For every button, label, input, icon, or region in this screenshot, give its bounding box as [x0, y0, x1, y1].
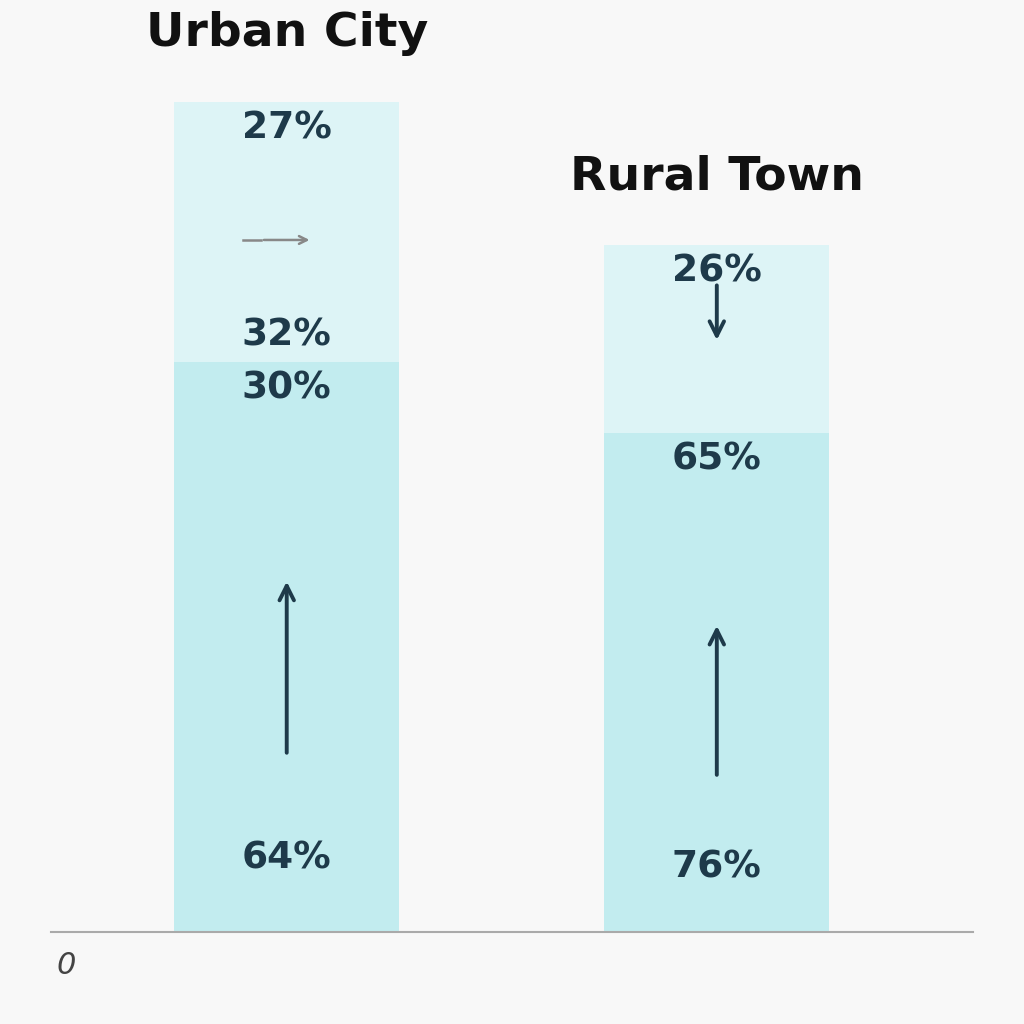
- Text: 64%: 64%: [242, 841, 332, 877]
- Bar: [174, 362, 399, 932]
- Bar: [604, 245, 829, 433]
- Text: 0: 0: [57, 950, 76, 980]
- Text: Urban City: Urban City: [145, 11, 428, 56]
- Text: 76%: 76%: [672, 850, 762, 886]
- Text: 65%: 65%: [672, 441, 762, 477]
- Text: 30%: 30%: [242, 370, 332, 407]
- Text: 32%: 32%: [242, 317, 332, 354]
- Text: 27%: 27%: [242, 111, 332, 146]
- Text: 26%: 26%: [672, 253, 762, 289]
- Bar: [604, 433, 829, 932]
- Bar: [174, 102, 399, 362]
- Text: Rural Town: Rural Town: [569, 154, 864, 199]
